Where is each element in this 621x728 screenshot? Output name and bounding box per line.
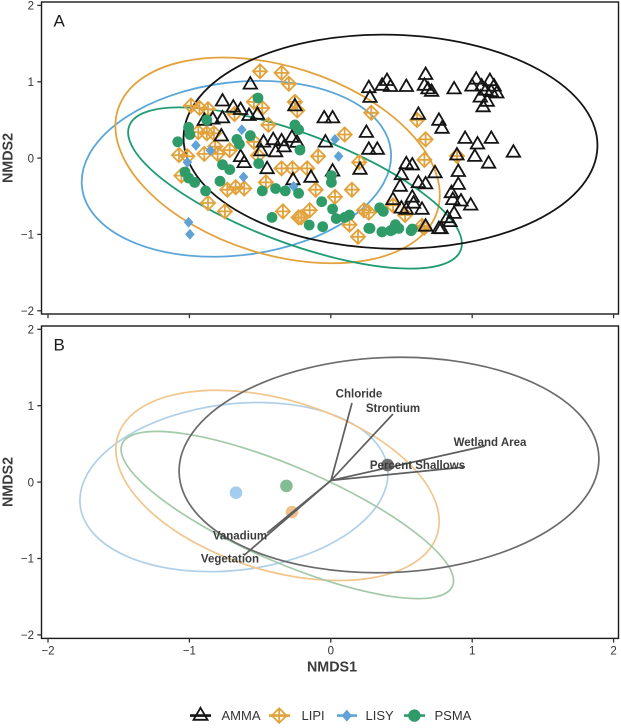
svg-text:2: 2 [28, 325, 34, 337]
svg-text:−1: −1 [21, 554, 34, 566]
svg-text:PSMA: PSMA [435, 708, 472, 723]
svg-text:Vegetation: Vegetation [201, 554, 259, 566]
svg-text:LISY: LISY [366, 708, 395, 723]
svg-text:LIPI: LIPI [302, 708, 325, 723]
svg-text:Chloride: Chloride [336, 389, 383, 401]
svg-text:0: 0 [328, 646, 334, 658]
svg-text:1: 1 [28, 401, 34, 413]
svg-text:NMDS2: NMDS2 [1, 133, 17, 183]
svg-text:NMDS2: NMDS2 [1, 457, 17, 507]
svg-text:B: B [54, 336, 65, 355]
svg-text:0: 0 [28, 477, 34, 489]
svg-text:−2: −2 [41, 646, 54, 658]
svg-text:1: 1 [469, 646, 475, 658]
svg-text:−2: −2 [21, 630, 34, 642]
svg-text:2: 2 [28, 1, 34, 13]
svg-text:Vanadium: Vanadium [213, 531, 267, 543]
svg-text:2: 2 [610, 646, 616, 658]
svg-text:AMMA: AMMA [222, 708, 261, 723]
svg-text:A: A [54, 12, 66, 31]
svg-text:Wetland Area: Wetland Area [454, 437, 527, 449]
svg-text:1: 1 [28, 77, 34, 89]
svg-text:Percent Shallows: Percent Shallows [370, 460, 465, 472]
svg-text:−1: −1 [21, 230, 34, 242]
svg-text:−1: −1 [183, 646, 196, 658]
svg-text:0: 0 [28, 153, 34, 165]
svg-text:Strontium: Strontium [366, 403, 420, 415]
svg-text:NMDS1: NMDS1 [307, 660, 357, 676]
svg-text:−2: −2 [21, 306, 34, 318]
